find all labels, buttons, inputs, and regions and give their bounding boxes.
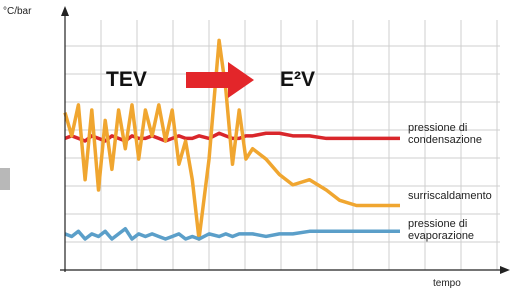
series-line [65, 229, 400, 239]
legend-label: pressione di evaporazione [408, 218, 503, 242]
edge-blob [0, 168, 10, 190]
y-axis-label: °C/bar [3, 6, 31, 17]
legend-label: surriscaldamento [408, 190, 503, 202]
annotation: TEV [106, 68, 147, 92]
chart: °C/bar tempo TEV E²V pressione di conden… [0, 0, 527, 295]
annotation: E²V [280, 68, 315, 92]
legend-label: pressione di condensazione [408, 122, 503, 146]
y-axis-arrow [61, 6, 69, 16]
x-axis-label: tempo [433, 278, 461, 289]
plot [0, 0, 527, 295]
x-axis-arrow [500, 266, 510, 274]
arrow [186, 62, 254, 98]
